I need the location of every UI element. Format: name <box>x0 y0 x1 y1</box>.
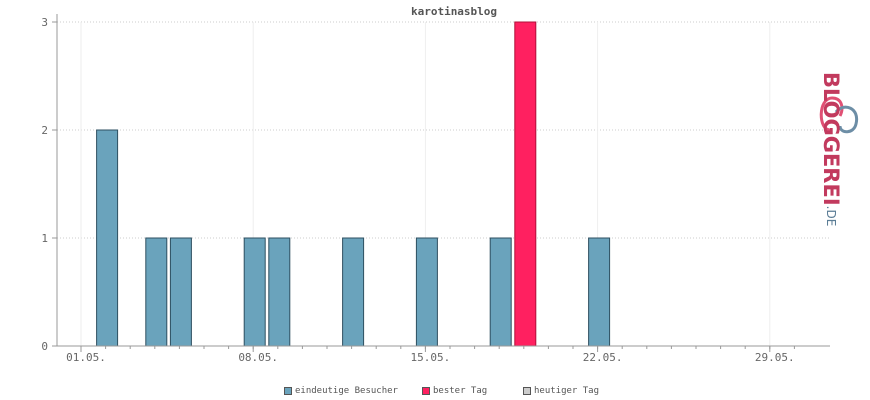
bloggerei-logo-icon <box>819 96 859 134</box>
legend-label-today: heutiger Tag <box>534 386 600 396</box>
legend-swatch-visitors <box>284 387 292 395</box>
bar <box>96 129 119 347</box>
x-tick-label: 15.05. <box>411 351 451 364</box>
y-tick-label: 3 <box>41 16 48 29</box>
x-tick-label: 08.05. <box>238 351 278 364</box>
bar <box>588 237 611 347</box>
bar <box>169 237 192 347</box>
chart-title: karotinasblog <box>410 5 498 18</box>
legend-label-visitors: eindeutige Besucher <box>295 386 398 396</box>
bar <box>145 237 168 347</box>
x-tick-label: 01.05. <box>66 351 106 364</box>
x-tick-label: 22.05. <box>583 351 623 364</box>
x-tick-label: 29.05. <box>755 351 795 364</box>
legend-item-visitors: eindeutige Besucher <box>284 386 398 396</box>
y-tick-label: 2 <box>41 124 48 137</box>
bar-best-day <box>514 21 537 347</box>
bar <box>342 237 365 347</box>
bar <box>489 237 512 347</box>
chart-legend: eindeutige Besucher bester Tag heutiger … <box>0 386 870 398</box>
legend-item-best-day: bester Tag <box>422 386 487 396</box>
logo-suffix-text: .DE <box>824 205 838 227</box>
legend-label-best-day: bester Tag <box>433 386 488 396</box>
bar <box>415 237 438 347</box>
y-tick-label: 1 <box>41 232 48 245</box>
legend-swatch-today <box>523 387 531 395</box>
y-tick-label: 0 <box>41 340 48 353</box>
legend-item-today: heutiger Tag <box>523 386 599 396</box>
legend-swatch-best-day <box>422 387 430 395</box>
bar <box>268 237 291 347</box>
logo-main-text: BLOGGEREI <box>819 72 843 206</box>
bar <box>243 237 266 347</box>
bloggerei-logo-text: BLOGGEREI.DE <box>819 72 843 226</box>
